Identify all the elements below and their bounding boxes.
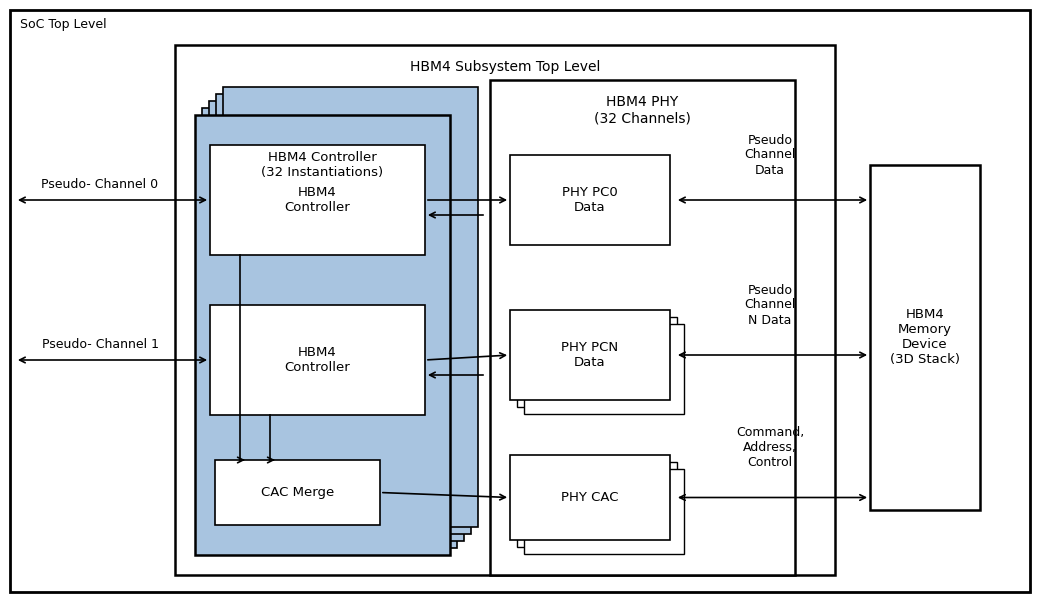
Bar bbox=[517, 317, 677, 407]
Bar bbox=[524, 324, 684, 414]
Text: Pseudo- Channel 1: Pseudo- Channel 1 bbox=[42, 338, 158, 352]
Bar bbox=[209, 101, 464, 541]
Text: PHY CAC: PHY CAC bbox=[561, 491, 618, 504]
Bar bbox=[202, 108, 457, 548]
Text: CAC Merge: CAC Merge bbox=[261, 486, 334, 499]
Text: Pseudo- Channel 0: Pseudo- Channel 0 bbox=[42, 179, 158, 191]
Text: HBM4 Subsystem Top Level: HBM4 Subsystem Top Level bbox=[410, 60, 601, 74]
Text: Pseudo
Channel
Data: Pseudo Channel Data bbox=[744, 133, 795, 176]
Bar bbox=[215, 94, 471, 534]
Bar bbox=[210, 305, 425, 415]
Bar bbox=[524, 469, 684, 554]
Bar bbox=[510, 310, 670, 400]
Bar bbox=[870, 165, 980, 510]
Text: HBM4 Controller
(32 Instantiations): HBM4 Controller (32 Instantiations) bbox=[261, 151, 383, 179]
Bar bbox=[510, 155, 670, 245]
Text: SoC Top Level: SoC Top Level bbox=[20, 18, 106, 31]
Bar bbox=[175, 45, 835, 575]
Bar bbox=[517, 462, 677, 547]
Bar bbox=[215, 460, 380, 525]
Text: PHY PC0
Data: PHY PC0 Data bbox=[562, 186, 618, 214]
Text: Pseudo
Channel
N Data: Pseudo Channel N Data bbox=[744, 283, 795, 327]
Text: HBM4 PHY
(32 Channels): HBM4 PHY (32 Channels) bbox=[594, 95, 691, 125]
Text: HBM4
Controller: HBM4 Controller bbox=[284, 186, 351, 214]
Text: PHY PCN
Data: PHY PCN Data bbox=[561, 341, 618, 369]
Bar bbox=[195, 115, 450, 555]
Text: Command,
Address,
Control: Command, Address, Control bbox=[736, 426, 804, 469]
Bar bbox=[223, 87, 478, 527]
Bar bbox=[490, 80, 795, 575]
Bar bbox=[210, 145, 425, 255]
Text: HBM4
Memory
Device
(3D Stack): HBM4 Memory Device (3D Stack) bbox=[890, 309, 960, 367]
Text: HBM4
Controller: HBM4 Controller bbox=[284, 346, 351, 374]
Bar bbox=[510, 455, 670, 540]
